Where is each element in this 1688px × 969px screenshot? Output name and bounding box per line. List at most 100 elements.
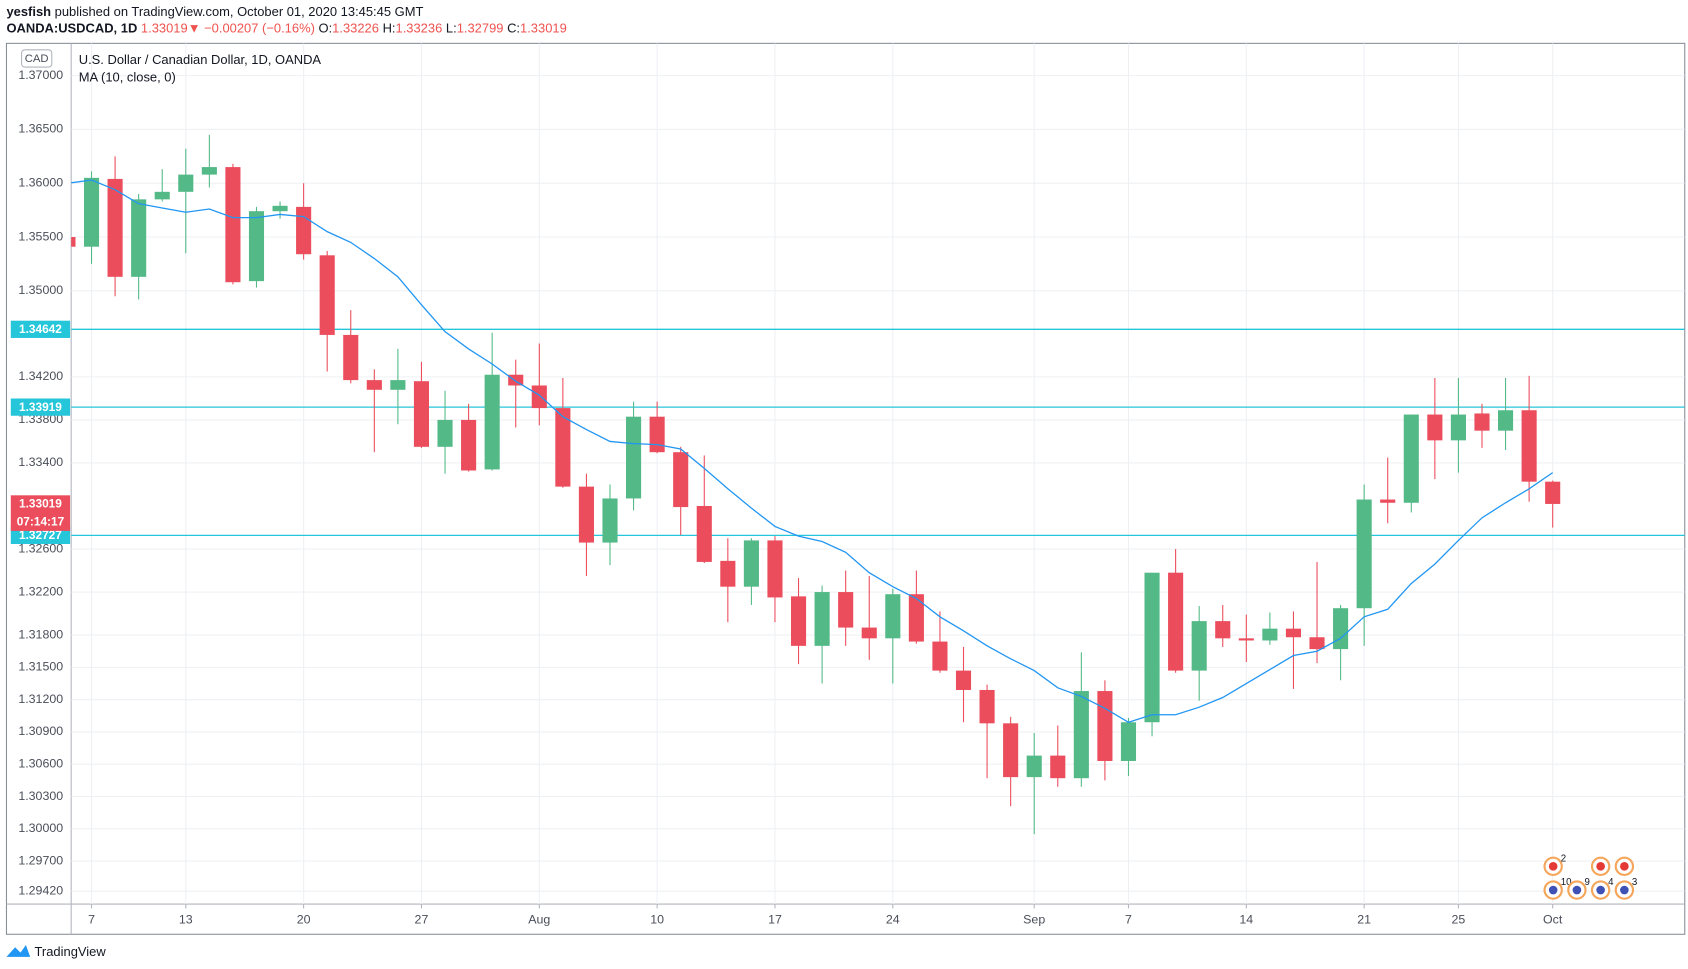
candle-body xyxy=(861,627,877,639)
candle-body xyxy=(1191,621,1207,671)
ma-legend: MA (10, close, 0) xyxy=(79,69,176,84)
candle-body xyxy=(1356,499,1372,609)
candle-body xyxy=(696,505,712,562)
footer: TradingView xyxy=(35,944,107,959)
candle-body xyxy=(1309,637,1325,650)
candle-body xyxy=(343,334,359,381)
y-tick-label: 1.36000 xyxy=(18,176,63,190)
candle-body xyxy=(932,641,948,671)
candle-body xyxy=(790,596,807,646)
candle-body xyxy=(720,560,736,587)
candle-body xyxy=(979,689,995,724)
candle-body xyxy=(225,167,241,283)
event-count: 2 xyxy=(1561,853,1566,864)
x-tick-label: 27 xyxy=(415,913,429,927)
candle-body xyxy=(319,255,335,335)
event-flag xyxy=(1572,885,1582,895)
y-tick-label: 1.29700 xyxy=(18,853,63,867)
candle-body xyxy=(248,211,265,282)
candle-body xyxy=(1215,621,1231,639)
x-tick-label: 10 xyxy=(650,913,664,927)
y-tick-label: 1.36500 xyxy=(18,122,63,136)
y-tick-label: 1.30600 xyxy=(18,756,63,770)
candle-body xyxy=(1168,572,1184,671)
candle-body xyxy=(1380,499,1396,503)
candle-body xyxy=(1003,723,1019,778)
last-price-box xyxy=(10,495,71,531)
ohlc-key: L: xyxy=(446,21,457,36)
candle-body xyxy=(201,167,217,175)
candle-body xyxy=(296,206,312,255)
event-count: 9 xyxy=(1584,877,1589,888)
header-line-2: OANDA:USDCAD, 1D 1.33019▼ −0.00207 (−0.1… xyxy=(6,21,566,36)
candle-body xyxy=(1262,628,1278,641)
event-flag xyxy=(1596,862,1605,871)
event-count: 10 xyxy=(1561,877,1572,888)
candle-body xyxy=(814,592,830,646)
event-flag xyxy=(1596,885,1605,895)
candle-body xyxy=(1073,691,1089,779)
footer-logo: TradingView xyxy=(6,944,106,959)
candle-body xyxy=(838,592,854,628)
candle-body xyxy=(955,670,972,690)
y-tick-label: 1.31200 xyxy=(18,692,63,706)
x-tick-label: Sep xyxy=(1023,913,1045,927)
candle-body xyxy=(1450,414,1466,441)
candle-body xyxy=(1144,572,1160,723)
author: yesfish xyxy=(6,5,51,20)
candle-body xyxy=(1545,481,1561,504)
countdown: 07:14:17 xyxy=(17,514,65,528)
candle-body xyxy=(1120,722,1137,761)
candle-body xyxy=(366,380,382,390)
price-box xyxy=(10,526,71,544)
candle-body xyxy=(1097,691,1113,761)
candle-body xyxy=(767,540,783,598)
ohlc-value: 1.33236 xyxy=(396,21,443,36)
candle-body xyxy=(1333,608,1349,650)
y-tick-label: 1.32600 xyxy=(18,541,63,555)
price-box-label: 1.32727 xyxy=(19,528,62,542)
candle-body xyxy=(461,419,477,471)
x-tick-label: 21 xyxy=(1357,913,1371,927)
candle-body xyxy=(178,174,194,192)
last: 1.33019 xyxy=(141,21,188,36)
candle-body xyxy=(1050,755,1066,779)
candle-body xyxy=(531,385,547,409)
candle-body xyxy=(71,237,76,247)
chart-title: U.S. Dollar / Canadian Dollar, 1D, OANDA xyxy=(79,52,322,67)
candle-body xyxy=(908,594,924,642)
candle-body xyxy=(131,199,147,277)
y-tick-label: 1.31500 xyxy=(18,660,63,674)
ohlc-value: 1.33019 xyxy=(520,21,567,36)
event-flag xyxy=(1548,862,1558,871)
x-tick-label: 17 xyxy=(768,913,782,927)
candle-body xyxy=(626,416,642,499)
y-tick-label: 1.30000 xyxy=(18,821,63,835)
candle-body xyxy=(437,419,453,447)
currency-box xyxy=(21,49,53,68)
y-tick-label: 1.32200 xyxy=(18,584,63,598)
ohlc-value: 1.33226 xyxy=(332,21,379,36)
x-tick-label: 20 xyxy=(297,913,311,927)
published: published on TradingView.com, October 01… xyxy=(55,5,424,20)
event-flag xyxy=(1548,885,1558,895)
candle-body xyxy=(154,191,170,200)
grid xyxy=(71,43,1685,905)
y-tick-label: 1.29420 xyxy=(18,883,63,897)
y-tick-label: 1.30900 xyxy=(18,724,63,738)
currency: CAD xyxy=(25,53,49,65)
ohlc-key: H: xyxy=(383,21,396,36)
candle-body xyxy=(1427,414,1443,441)
y-tick-label: 1.35500 xyxy=(18,229,63,243)
x-tick-label: Aug xyxy=(528,913,550,927)
candle-body xyxy=(508,374,524,386)
candle-body xyxy=(1474,413,1490,431)
candle-body xyxy=(602,498,618,543)
candle-body xyxy=(673,452,689,508)
candle-body xyxy=(1521,410,1537,482)
y-tick-label: 1.34200 xyxy=(18,369,63,383)
candle-body xyxy=(1285,628,1302,638)
event-flag xyxy=(1620,862,1629,871)
y-tick-label: 1.35000 xyxy=(18,283,63,297)
